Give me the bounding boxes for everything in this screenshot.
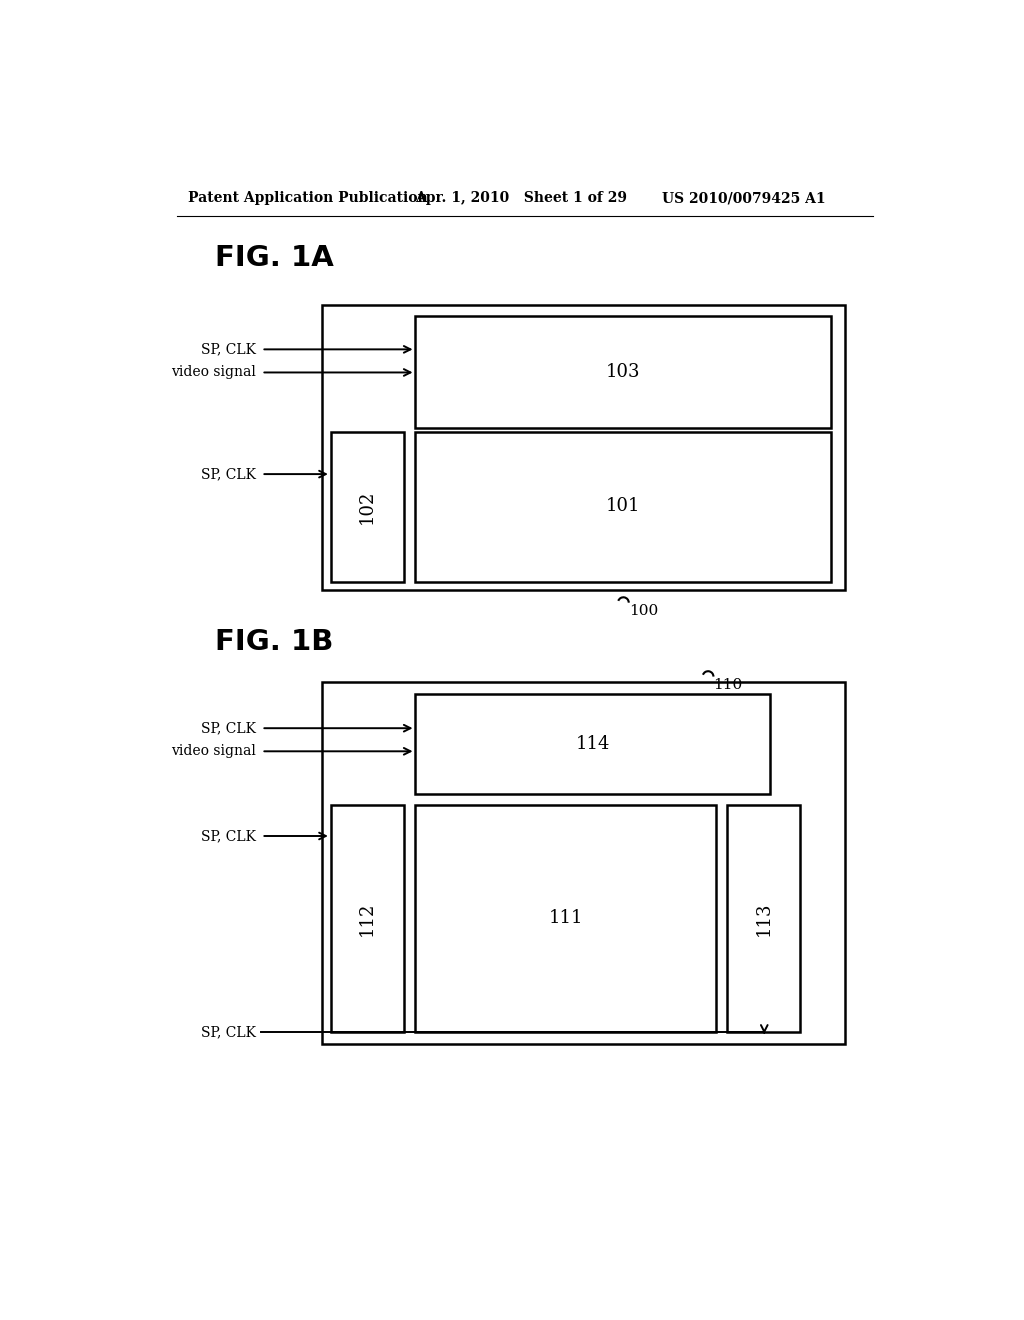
- Text: FIG. 1B: FIG. 1B: [215, 628, 334, 656]
- Bar: [727, 805, 801, 1032]
- Text: 114: 114: [575, 735, 609, 752]
- Text: 112: 112: [358, 902, 376, 936]
- Text: Apr. 1, 2010   Sheet 1 of 29: Apr. 1, 2010 Sheet 1 of 29: [416, 191, 628, 206]
- Text: 111: 111: [549, 909, 583, 928]
- Bar: [416, 805, 716, 1032]
- Text: video signal: video signal: [171, 744, 256, 758]
- Text: SP, CLK: SP, CLK: [201, 467, 256, 480]
- Text: 100: 100: [629, 605, 658, 618]
- Text: SP, CLK: SP, CLK: [201, 342, 256, 356]
- Text: 102: 102: [358, 490, 376, 524]
- Bar: [322, 682, 845, 1044]
- Text: SP, CLK: SP, CLK: [201, 1026, 256, 1039]
- Text: FIG. 1A: FIG. 1A: [215, 244, 334, 272]
- Text: 101: 101: [606, 498, 641, 515]
- Bar: [331, 805, 403, 1032]
- Bar: [416, 693, 770, 793]
- Text: Patent Application Publication: Patent Application Publication: [188, 191, 428, 206]
- Text: US 2010/0079425 A1: US 2010/0079425 A1: [662, 191, 825, 206]
- Text: 110: 110: [714, 678, 742, 692]
- Text: 113: 113: [755, 902, 772, 936]
- Text: SP, CLK: SP, CLK: [201, 829, 256, 843]
- Text: video signal: video signal: [171, 366, 256, 379]
- Bar: [331, 432, 403, 582]
- Bar: [322, 305, 845, 590]
- Text: SP, CLK: SP, CLK: [201, 721, 256, 735]
- Bar: [416, 432, 831, 582]
- Text: 103: 103: [606, 363, 641, 380]
- Bar: [416, 317, 831, 428]
